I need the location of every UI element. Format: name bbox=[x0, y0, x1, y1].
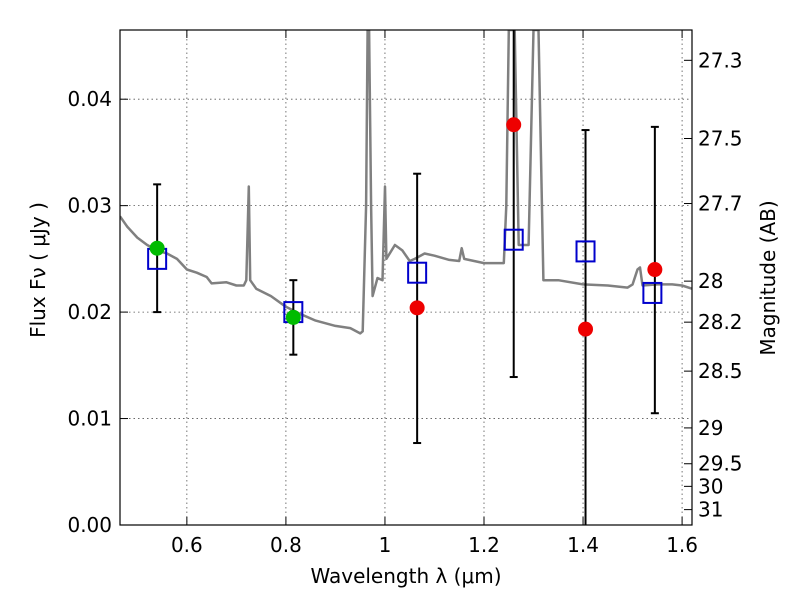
x-tick-label: 0.8 bbox=[270, 533, 302, 557]
plot-area bbox=[120, 30, 692, 525]
x-tick-label: 0.6 bbox=[171, 533, 203, 557]
x-tick-label: 1 bbox=[379, 533, 392, 557]
y-axis-label: Flux Fν ( μJy ) bbox=[26, 202, 50, 338]
mag-tick-label: 28.2 bbox=[698, 310, 743, 334]
model-square bbox=[503, 228, 524, 251]
x-tick-label: 1.2 bbox=[468, 533, 500, 557]
green-point bbox=[149, 240, 165, 256]
mag-tick-label: 27.7 bbox=[698, 192, 743, 216]
y-axis-right-label: Magnitude (AB) bbox=[756, 200, 780, 355]
model-square bbox=[575, 240, 596, 263]
plot-frame bbox=[119, 29, 693, 526]
mag-tick-label: 27.3 bbox=[698, 48, 743, 72]
red-point bbox=[409, 300, 425, 316]
axes: 0.6 0.8 1 1.2 1.4 1.6 0.00 0.01 0.02 0.03 0.04 27.3… bbox=[67, 30, 743, 557]
red-point bbox=[506, 117, 522, 133]
mag-tick-label: 30 bbox=[698, 474, 723, 498]
mag-tick-label: 28 bbox=[698, 269, 723, 293]
spectrum-line bbox=[120, 30, 692, 335]
red-point bbox=[578, 321, 594, 337]
y-tick-label: 0.00 bbox=[67, 513, 112, 537]
mag-tick-label: 29 bbox=[698, 416, 723, 440]
y-tick-label: 0.01 bbox=[67, 407, 112, 431]
grid-lines bbox=[120, 30, 692, 525]
y-tick-label: 0.03 bbox=[67, 194, 112, 218]
mag-tick-label: 31 bbox=[698, 498, 723, 522]
model-square bbox=[642, 281, 663, 304]
mag-tick-label: 28.5 bbox=[698, 359, 743, 383]
red-point bbox=[647, 262, 663, 278]
x-axis-label: Wavelength λ (μm) bbox=[310, 564, 501, 588]
x-tick-label: 1.6 bbox=[666, 533, 698, 557]
y-tick-label: 0.04 bbox=[67, 87, 112, 111]
mag-tick-label: 29.5 bbox=[698, 452, 743, 476]
x-tick-label: 1.4 bbox=[567, 533, 599, 557]
mag-tick-label: 27.5 bbox=[698, 126, 743, 150]
model-square bbox=[407, 261, 428, 284]
green-point bbox=[285, 309, 301, 325]
y-tick-label: 0.02 bbox=[67, 300, 112, 324]
